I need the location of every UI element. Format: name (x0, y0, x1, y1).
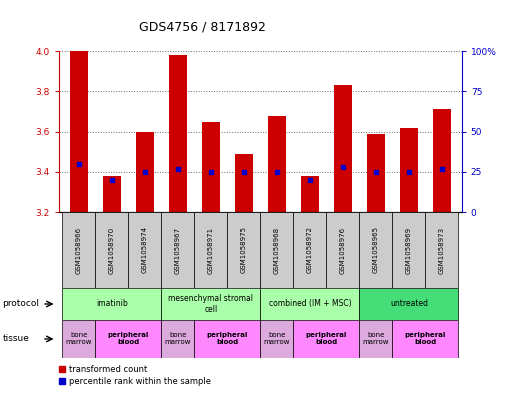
Text: untreated: untreated (390, 299, 428, 309)
Bar (392, 320, 459, 358)
Bar (360, 320, 392, 358)
Bar (268, 116, 286, 212)
Text: GSM1058972: GSM1058972 (307, 226, 313, 274)
Bar (62, 288, 161, 320)
Bar (261, 212, 293, 288)
Bar (425, 212, 459, 288)
Text: mesenchymal stromal
cell: mesenchymal stromal cell (168, 294, 253, 314)
Bar (433, 110, 451, 212)
Bar (161, 288, 261, 320)
Bar (128, 212, 161, 288)
Text: bone
marrow: bone marrow (165, 332, 191, 345)
Bar (301, 176, 319, 212)
Text: GSM1058975: GSM1058975 (241, 226, 247, 274)
Bar (95, 320, 161, 358)
Text: GSM1058966: GSM1058966 (76, 226, 82, 274)
Bar (62, 212, 95, 288)
Text: imatinib: imatinib (96, 299, 128, 309)
Bar (293, 212, 326, 288)
Text: GSM1058976: GSM1058976 (340, 226, 346, 274)
Bar (169, 55, 187, 212)
Bar (194, 320, 261, 358)
Text: peripheral
blood: peripheral blood (306, 332, 347, 345)
Text: combined (IM + MSC): combined (IM + MSC) (268, 299, 351, 309)
Bar (293, 320, 360, 358)
Bar (103, 176, 121, 212)
Bar (400, 128, 418, 212)
Text: bone
marrow: bone marrow (264, 332, 290, 345)
Bar (202, 121, 220, 212)
Bar (235, 154, 253, 212)
Bar (334, 85, 352, 212)
Text: GDS4756 / 8171892: GDS4756 / 8171892 (139, 20, 265, 33)
Text: GSM1058967: GSM1058967 (175, 226, 181, 274)
Text: GSM1058974: GSM1058974 (142, 226, 148, 274)
Bar (95, 212, 128, 288)
Bar (367, 134, 385, 212)
Bar (194, 212, 227, 288)
Text: tissue: tissue (3, 334, 29, 343)
Text: GSM1058971: GSM1058971 (208, 226, 214, 274)
Legend: transformed count, percentile rank within the sample: transformed count, percentile rank withi… (55, 362, 214, 389)
Bar (161, 212, 194, 288)
Bar (136, 132, 154, 212)
Text: GSM1058965: GSM1058965 (373, 226, 379, 274)
Text: GSM1058973: GSM1058973 (439, 226, 445, 274)
Bar (62, 320, 95, 358)
Text: GSM1058970: GSM1058970 (109, 226, 115, 274)
Text: bone
marrow: bone marrow (363, 332, 389, 345)
Text: peripheral
blood: peripheral blood (207, 332, 248, 345)
Bar (227, 212, 261, 288)
Bar (261, 288, 360, 320)
Bar (261, 320, 293, 358)
Bar (161, 320, 194, 358)
Text: bone
marrow: bone marrow (66, 332, 92, 345)
Text: GSM1058968: GSM1058968 (274, 226, 280, 274)
Bar (392, 212, 425, 288)
Bar (326, 212, 360, 288)
Bar (70, 51, 88, 212)
Bar (360, 288, 459, 320)
Text: protocol: protocol (3, 299, 40, 309)
Text: peripheral
blood: peripheral blood (405, 332, 446, 345)
Text: peripheral
blood: peripheral blood (108, 332, 149, 345)
Bar (360, 212, 392, 288)
Text: GSM1058969: GSM1058969 (406, 226, 412, 274)
